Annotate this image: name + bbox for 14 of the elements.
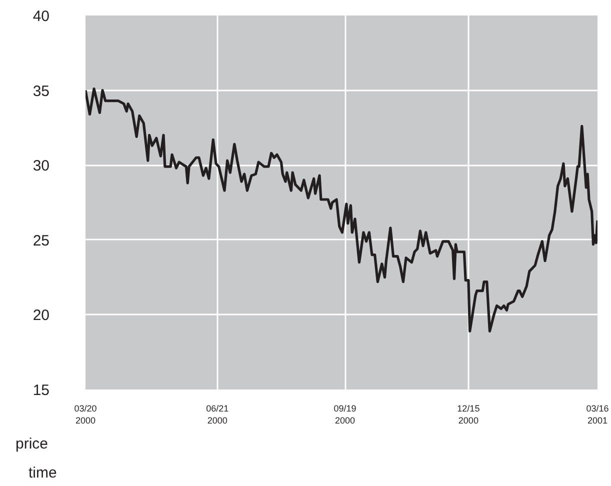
y-tick-label: 30 <box>32 158 50 175</box>
y-tick-label: 35 <box>32 82 50 100</box>
y-tick-label: 15 <box>32 382 50 399</box>
line-series <box>86 88 598 332</box>
y-axis-title: price <box>16 436 48 452</box>
y-tick-label: 20 <box>32 307 50 324</box>
x-tick-label: 12/15 2000 <box>457 404 480 426</box>
x-tick-label: 06/21 2000 <box>206 404 229 426</box>
x-tick-label: 03/16 2001 <box>586 404 609 426</box>
y-tick-label: 25 <box>32 232 50 250</box>
x-axis-title: time <box>28 464 57 482</box>
y-tick-label: 40 <box>32 8 50 25</box>
x-tick-label: 09/19 2000 <box>334 404 356 426</box>
x-tick-label: 03/20 2000 <box>74 404 97 426</box>
